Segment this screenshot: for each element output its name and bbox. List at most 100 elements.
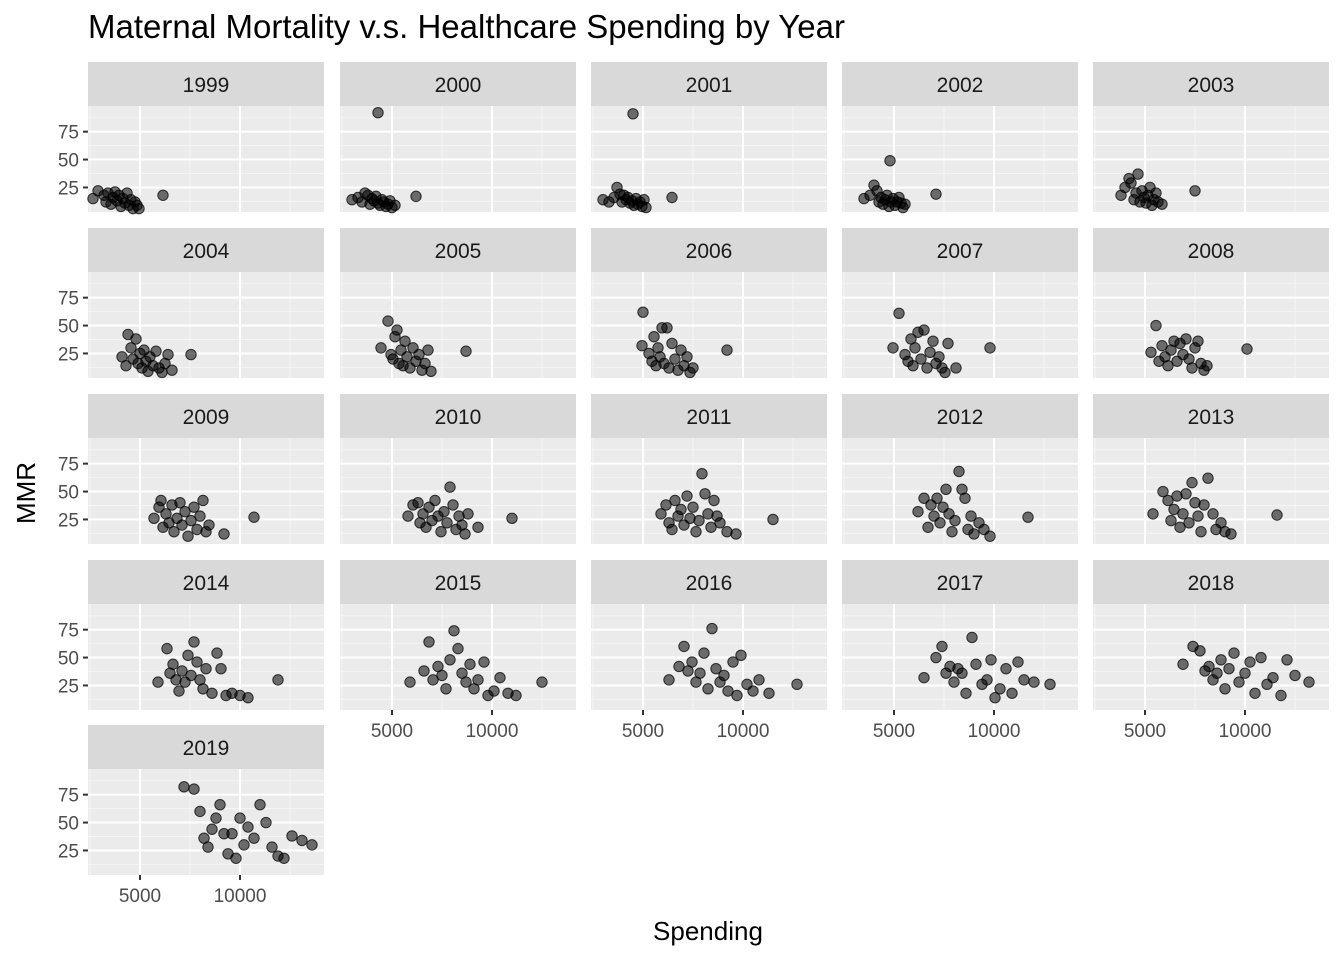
y-tick-label: 75 — [58, 621, 79, 642]
data-point — [907, 360, 919, 372]
facet-label: 2016 — [686, 572, 733, 595]
data-point — [661, 322, 673, 334]
data-point — [669, 494, 681, 507]
data-point — [655, 508, 667, 520]
data-point — [401, 351, 413, 363]
data-point — [1223, 663, 1235, 675]
facet-2006: 2006 — [591, 228, 827, 379]
data-point — [942, 337, 954, 350]
chart-title: Maternal Mortality v.s. Healthcare Spend… — [88, 8, 845, 45]
data-point — [714, 517, 726, 529]
data-point — [460, 676, 472, 688]
data-point — [791, 678, 803, 691]
data-point — [167, 658, 179, 670]
data-point — [1271, 509, 1283, 521]
facet-2017: 2017 5000 10000 — [842, 560, 1078, 742]
data-point — [968, 528, 980, 540]
data-point — [166, 364, 178, 376]
x-tick-label: 10000 — [968, 721, 1021, 742]
data-point — [185, 669, 197, 682]
data-point — [681, 351, 693, 363]
data-point — [893, 307, 905, 319]
data-point — [375, 342, 387, 354]
data-point — [176, 665, 188, 677]
data-point — [1125, 177, 1137, 189]
facet-strip — [88, 228, 324, 272]
data-point — [1192, 335, 1204, 347]
facet-2009: 2009 25 50 75 — [58, 394, 324, 544]
data-point — [648, 331, 660, 343]
data-point — [1177, 658, 1189, 670]
data-point — [981, 674, 993, 686]
data-point — [1201, 360, 1213, 372]
data-point — [730, 528, 742, 540]
facet-2011: 2011 — [591, 394, 827, 544]
facet-label: 2011 — [686, 406, 731, 429]
data-point — [922, 521, 934, 533]
data-point — [747, 685, 759, 697]
data-point — [705, 521, 717, 533]
facet-label: 2017 — [937, 572, 984, 595]
data-point — [162, 348, 174, 361]
x-tick-label: 5000 — [1124, 721, 1166, 742]
facet-label: 2000 — [435, 74, 482, 97]
data-point — [1022, 511, 1034, 523]
data-point — [909, 342, 921, 354]
data-point — [1157, 485, 1169, 498]
y-tick-label: 50 — [58, 649, 79, 670]
data-point — [120, 360, 132, 372]
data-point — [936, 640, 948, 653]
data-point — [174, 497, 186, 509]
data-point — [444, 654, 456, 666]
facet-label: 2019 — [183, 737, 230, 760]
data-point — [940, 483, 952, 496]
facet-strip — [842, 62, 1078, 106]
data-point — [206, 823, 218, 835]
facet-2002: 2002 — [842, 62, 1078, 214]
facet-strip — [340, 228, 576, 272]
data-point — [173, 685, 185, 697]
data-point — [429, 494, 441, 507]
facet-strip — [842, 394, 1078, 438]
data-point — [248, 511, 260, 523]
y-tick-label: 50 — [58, 317, 79, 338]
data-point — [148, 512, 160, 525]
x-tick-label: 10000 — [717, 721, 770, 742]
data-point — [296, 834, 308, 847]
data-point — [722, 685, 734, 697]
data-point — [1006, 687, 1018, 699]
facet-2018: 2018 5000 10000 — [1093, 560, 1329, 742]
facet-label: 2010 — [435, 406, 482, 429]
data-point — [970, 658, 982, 670]
data-point — [155, 494, 167, 507]
data-point — [182, 530, 194, 542]
data-point — [191, 656, 203, 668]
data-point — [1186, 476, 1198, 489]
data-point — [1174, 521, 1186, 533]
data-point — [1186, 362, 1198, 374]
data-point — [950, 362, 962, 374]
data-point — [939, 366, 951, 379]
data-point — [260, 816, 272, 829]
y-tick-label: 75 — [58, 455, 79, 476]
data-point — [1211, 667, 1223, 679]
x-tick-label: 5000 — [873, 721, 915, 742]
data-point — [441, 517, 453, 529]
facet-label: 2006 — [686, 240, 733, 263]
y-tick-label: 50 — [58, 483, 79, 504]
data-point — [989, 692, 1001, 704]
data-point — [215, 663, 227, 675]
data-point — [921, 362, 933, 374]
data-point — [687, 362, 699, 374]
data-point — [494, 671, 506, 684]
data-point — [1207, 508, 1219, 520]
y-tick-label: 25 — [58, 510, 79, 531]
data-point — [1156, 339, 1168, 352]
data-point — [418, 665, 430, 677]
data-point — [488, 685, 500, 697]
facet-2000: 2000 — [340, 62, 576, 214]
data-point — [673, 660, 685, 673]
data-point — [1244, 656, 1256, 668]
facet-strip — [591, 62, 827, 106]
data-point — [949, 514, 961, 527]
